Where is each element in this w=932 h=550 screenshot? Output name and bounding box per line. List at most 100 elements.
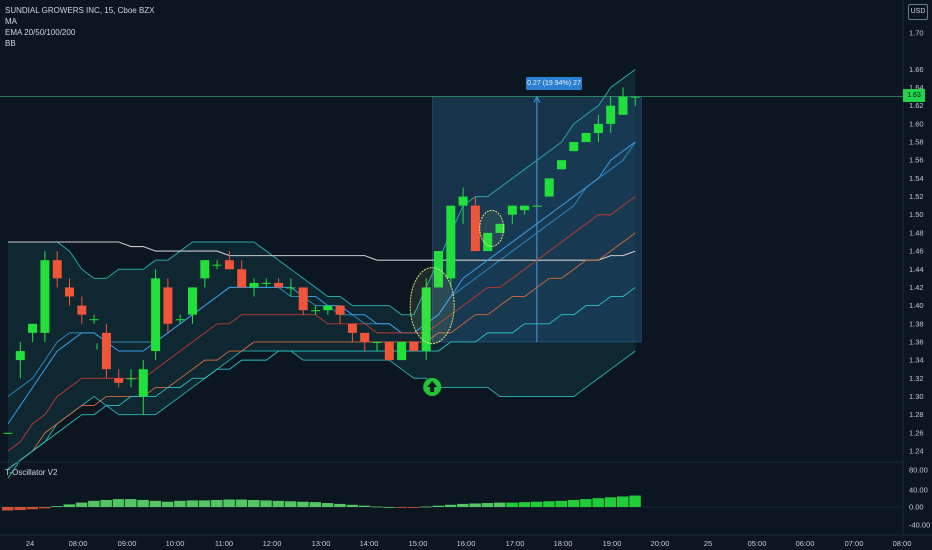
price-tick-label: 1.64	[909, 83, 924, 92]
oscillator-bar	[26, 507, 39, 510]
candle-body	[557, 160, 566, 170]
candle	[458, 187, 468, 224]
candle	[237, 260, 247, 288]
currency-button[interactable]: USD	[908, 4, 928, 20]
oscillator-bar	[272, 500, 285, 507]
oscillator-bar	[604, 497, 617, 507]
price-tick-label: 1.34	[909, 356, 924, 365]
candle	[569, 142, 579, 152]
candle	[224, 251, 234, 270]
indicator-bb[interactable]: BB	[5, 39, 16, 48]
candle-body	[581, 132, 591, 143]
candle	[372, 341, 382, 352]
candle	[175, 314, 185, 324]
indicator-ema[interactable]: EMA 20/50/100/200	[5, 28, 76, 37]
oscillator-bar	[407, 507, 420, 508]
time-tick-label: 15:00	[409, 539, 428, 548]
candle	[286, 278, 296, 297]
oscillator-bar	[543, 501, 555, 507]
candle	[544, 178, 554, 197]
oscillator-bar	[63, 504, 75, 507]
oscillator-bar	[161, 501, 174, 507]
oscillator-bar	[420, 506, 432, 508]
candle-body	[483, 232, 493, 252]
current-price-tag: 1.63	[903, 89, 925, 102]
candle	[507, 205, 517, 224]
candle	[138, 360, 148, 415]
candles[interactable]	[3, 87, 640, 434]
candle	[151, 269, 161, 361]
oscillator-bar	[494, 502, 506, 507]
oscillator-bar	[248, 499, 260, 507]
highlight-ellipse	[479, 209, 505, 247]
oscillator-bar	[2, 507, 14, 511]
highlight-ellipse	[409, 267, 455, 345]
bb-lower-line	[7, 350, 636, 479]
candle-body	[630, 96, 640, 98]
ma-line	[8, 241, 636, 261]
candle-body	[3, 432, 13, 434]
indicator-ma[interactable]: MA	[5, 17, 17, 26]
oscillator-bar	[223, 499, 235, 507]
oscillator-bar	[506, 502, 518, 507]
candle	[274, 278, 284, 288]
oscillator-bar	[186, 500, 198, 507]
candle-body	[188, 287, 197, 315]
oscillator-bar	[260, 500, 272, 507]
candle	[28, 323, 38, 342]
oscillator-bar	[371, 506, 383, 508]
candle-body	[372, 341, 382, 343]
oscillator-title[interactable]: T-Oscillator V2	[5, 468, 58, 477]
time-tick-label: 17:00	[506, 539, 525, 548]
candle	[126, 369, 136, 388]
candle	[347, 323, 357, 342]
oscillator-tick-label: 80.00	[909, 466, 928, 475]
candle-body	[40, 260, 50, 333]
candle-body	[151, 278, 161, 352]
symbol-title[interactable]: SUNDIAL GROWERS INC, 15, Cboe BZX	[5, 6, 155, 15]
oscillator-bar	[358, 505, 371, 507]
candle-body	[409, 341, 419, 352]
candle-body	[224, 260, 234, 270]
price-tick-label: 1.66	[909, 65, 924, 74]
measure-label: 0.27 (19.94%) 27	[526, 77, 582, 90]
price-tick-label: 1.62	[909, 101, 924, 110]
candle-body	[520, 205, 530, 211]
price-tick-label: 1.52	[909, 192, 924, 201]
oscillator-bar	[137, 499, 149, 507]
candle-body	[274, 282, 284, 288]
measure-box[interactable]	[432, 95, 642, 343]
oscillator-tick-label: -40.00	[909, 521, 930, 530]
candle	[101, 323, 111, 379]
oscillator-bar	[592, 498, 604, 507]
candle-body	[360, 332, 370, 342]
price-tick-label: 1.38	[909, 319, 924, 328]
ema-50-line	[7, 196, 636, 452]
oscillator-bar	[14, 507, 26, 511]
candle-body	[261, 282, 271, 284]
time-tick-label: 13:00	[312, 539, 331, 548]
price-tick-label: 1.28	[909, 410, 924, 419]
candle	[495, 223, 505, 233]
candle	[311, 305, 320, 315]
price-tick-label: 1.46	[909, 247, 924, 256]
candle-body	[138, 369, 148, 397]
price-tick-label: 1.32	[909, 374, 924, 383]
candle-body	[249, 282, 259, 288]
candle-body	[532, 205, 542, 207]
candle-body	[544, 178, 554, 197]
oscillator-bar	[346, 504, 358, 507]
price-tick-label: 1.48	[909, 228, 924, 237]
price-tick-label: 1.24	[909, 447, 924, 456]
time-tick-label: 06:00	[796, 539, 815, 548]
time-tick-label: 14:00	[360, 539, 379, 548]
candle	[298, 287, 308, 315]
candle-body	[311, 310, 320, 312]
candle-body	[52, 260, 62, 279]
price-tick-label: 1.30	[909, 392, 924, 401]
annotations	[96, 209, 505, 396]
candle	[520, 205, 530, 215]
time-tick-label: 08:00	[893, 539, 912, 548]
candle-body	[384, 341, 394, 361]
